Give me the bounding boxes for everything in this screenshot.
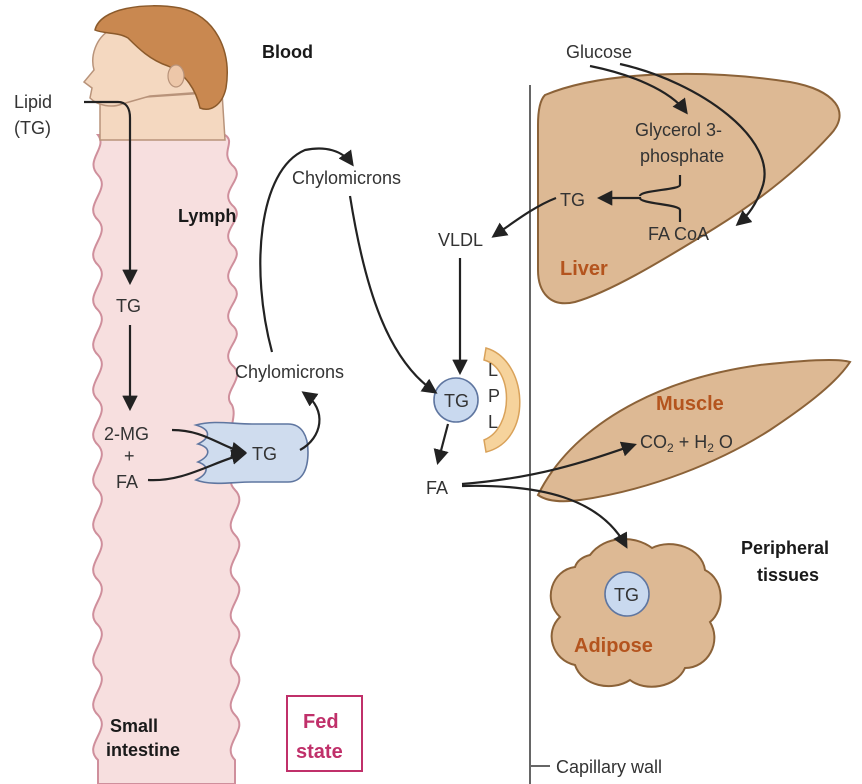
lpl-letter-p: P xyxy=(488,386,500,406)
arrow-glycerol-facoa-to-tg xyxy=(600,175,682,222)
lipid-label: Lipid xyxy=(14,92,52,112)
glucose-label: Glucose xyxy=(566,42,632,62)
hair xyxy=(94,5,228,110)
arrow-lymph-to-blood xyxy=(259,147,354,353)
lipid-tg-label: (TG) xyxy=(14,118,51,138)
chylomicrons-lymph-label: Chylomicrons xyxy=(235,362,344,382)
lpl-enzyme-crescent xyxy=(483,347,521,453)
glycerol-label-2: phosphate xyxy=(640,146,724,166)
small-intestine-label-2: intestine xyxy=(106,740,180,760)
arrow-liver-tg-to-vldl xyxy=(491,196,557,238)
enterocyte-cell xyxy=(193,421,309,485)
liver-label: Liver xyxy=(560,258,608,280)
tg-adipose-label: TG xyxy=(614,585,639,605)
human-head-illustration xyxy=(82,5,228,141)
state-label: state xyxy=(296,741,343,763)
ear xyxy=(167,64,185,88)
fa-intestine-label: FA xyxy=(116,472,138,492)
fa-coa-label: FA CoA xyxy=(648,224,709,244)
liver-shape xyxy=(537,72,841,305)
neck xyxy=(99,91,226,141)
fed-label: Fed xyxy=(303,711,339,733)
plus-label: + xyxy=(124,446,135,466)
arrow-fa-to-adipose xyxy=(461,484,628,549)
tissues-label: tissues xyxy=(757,565,819,585)
two-mg-label: 2-MG xyxy=(104,424,149,444)
blood-heading: Blood xyxy=(262,42,313,62)
tg-particle-circle xyxy=(433,377,479,423)
fa-capillary-label: FA xyxy=(426,478,448,498)
arrow-glucose-to-facoa xyxy=(619,62,766,226)
arrow-glucose-to-glycerol xyxy=(589,64,688,115)
lpl-letter-l1: L xyxy=(488,360,498,380)
arrow-enterocyte-to-chylomicrons xyxy=(299,391,321,451)
capillary-wall-label: Capillary wall xyxy=(556,757,662,777)
fed-state-box xyxy=(286,695,363,772)
vldl-label: VLDL xyxy=(438,230,483,250)
tg-liver-label: TG xyxy=(560,190,585,210)
arrow-tg-to-fa xyxy=(433,423,450,465)
arrow-chylomicrons-to-tg xyxy=(348,195,438,394)
tg-enterocyte-label: TG xyxy=(252,444,277,464)
co2-h2o-label: CO2 + H2 O xyxy=(640,432,733,455)
arrow-fa-to-enterocyte xyxy=(147,449,247,482)
adipose-label: Adipose xyxy=(574,635,653,657)
tg-lpl-label: TG xyxy=(444,391,469,411)
peripheral-label: Peripheral xyxy=(741,538,829,558)
arrow-fa-to-muscle xyxy=(461,441,637,486)
arrow-lipid-to-tg xyxy=(84,100,138,286)
tg-intestine-label: TG xyxy=(116,296,141,316)
chylomicrons-blood-label: Chylomicrons xyxy=(292,168,401,188)
lpl-letter-l2: L xyxy=(488,412,498,432)
small-intestine-label-1: Small xyxy=(110,716,158,736)
muscle-label: Muscle xyxy=(656,393,724,415)
small-intestine-tube xyxy=(92,134,241,784)
tg-adipocyte-circle xyxy=(604,571,650,617)
lymph-heading: Lymph xyxy=(178,206,236,226)
muscle-shape xyxy=(536,358,852,503)
glycerol-label-1: Glycerol 3- xyxy=(635,120,722,140)
